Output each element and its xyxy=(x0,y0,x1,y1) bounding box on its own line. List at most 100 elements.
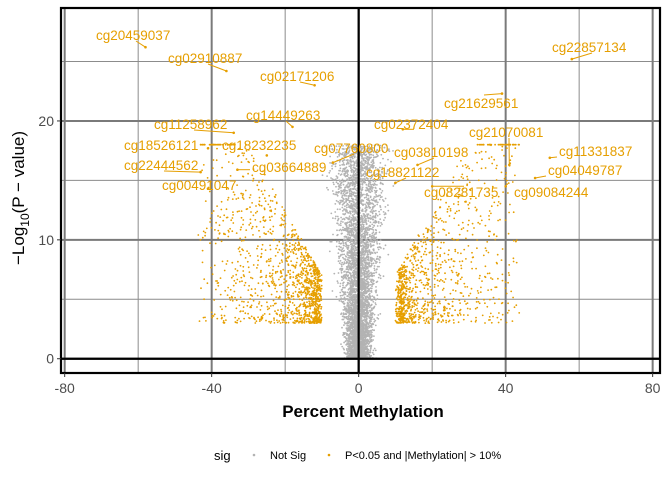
point-not-sig xyxy=(374,299,377,301)
point-not-sig xyxy=(352,179,355,181)
point-not-sig xyxy=(350,178,353,181)
point-not-sig xyxy=(355,301,358,303)
point-not-sig xyxy=(355,179,358,181)
point-not-sig xyxy=(367,331,370,334)
point-not-sig xyxy=(340,343,342,345)
point-not-sig xyxy=(345,235,348,238)
point-not-sig xyxy=(355,212,358,215)
point-not-sig xyxy=(364,336,367,339)
point-not-sig xyxy=(330,240,333,243)
point-not-sig xyxy=(364,257,367,260)
point-not-sig xyxy=(346,295,349,297)
point-not-sig xyxy=(361,219,364,222)
point-not-sig xyxy=(376,203,379,206)
point-not-sig xyxy=(364,327,367,330)
point-not-sig xyxy=(369,349,372,352)
point-not-sig xyxy=(364,157,366,159)
point-not-sig xyxy=(355,276,358,279)
point-not-sig xyxy=(373,238,375,241)
point-not-sig xyxy=(369,322,372,325)
point-not-sig xyxy=(370,271,372,274)
point-not-sig xyxy=(372,248,375,251)
point-not-sig xyxy=(347,240,349,243)
point-not-sig xyxy=(345,159,348,162)
point-not-sig xyxy=(342,313,345,316)
point-not-sig xyxy=(376,255,379,258)
point-not-sig xyxy=(343,208,345,210)
point-not-sig xyxy=(353,205,356,208)
point-not-sig xyxy=(372,229,375,231)
point-not-sig xyxy=(343,174,346,176)
point-not-sig xyxy=(329,162,331,164)
point-not-sig xyxy=(375,199,378,202)
point-not-sig xyxy=(340,229,343,232)
point-not-sig xyxy=(368,261,371,264)
point-not-sig xyxy=(334,163,336,166)
point-not-sig xyxy=(352,256,354,259)
point-not-sig xyxy=(360,304,363,306)
point-not-sig xyxy=(344,291,347,294)
point-not-sig xyxy=(371,240,374,242)
point-not-sig xyxy=(369,196,372,199)
point-not-sig xyxy=(335,185,337,188)
point-not-sig xyxy=(371,258,374,260)
point-not-sig xyxy=(360,162,363,165)
point-not-sig xyxy=(341,315,344,318)
point-not-sig xyxy=(339,246,342,249)
point-not-sig xyxy=(336,222,339,225)
point-not-sig xyxy=(371,312,373,315)
point-not-sig xyxy=(351,335,353,338)
point-not-sig xyxy=(369,339,372,342)
point-not-sig xyxy=(362,264,365,266)
point-not-sig xyxy=(340,173,343,176)
point-not-sig xyxy=(342,334,344,336)
point-not-sig xyxy=(350,295,353,298)
point-not-sig xyxy=(338,299,341,302)
point-not-sig xyxy=(379,239,382,242)
point-not-sig xyxy=(365,196,368,199)
point-not-sig xyxy=(334,193,336,196)
point-not-sig xyxy=(380,191,383,194)
point-not-sig xyxy=(342,298,344,300)
point-not-sig xyxy=(341,288,343,291)
point-not-sig xyxy=(373,305,376,308)
point-not-sig xyxy=(379,162,382,164)
point-not-sig xyxy=(366,232,369,235)
point-not-sig xyxy=(360,227,363,229)
point-not-sig xyxy=(345,238,347,241)
point-not-sig xyxy=(348,185,351,187)
point-not-sig xyxy=(370,273,373,276)
point-not-sig xyxy=(350,195,353,198)
point-not-sig xyxy=(355,234,358,237)
point-not-sig xyxy=(346,305,348,307)
point-not-sig xyxy=(342,263,345,266)
point-not-sig xyxy=(369,314,372,316)
point-not-sig xyxy=(369,188,372,191)
point-not-sig xyxy=(363,180,365,182)
point-not-sig xyxy=(352,304,354,307)
point-not-sig xyxy=(353,240,355,243)
point-not-sig xyxy=(339,224,342,227)
point-not-sig xyxy=(366,310,369,312)
point-not-sig xyxy=(339,164,341,167)
point-not-sig xyxy=(369,329,372,332)
point-not-sig xyxy=(375,271,378,274)
point-not-sig xyxy=(375,179,377,181)
point-not-sig xyxy=(365,193,368,196)
point-not-sig xyxy=(347,179,349,182)
point-not-sig xyxy=(373,240,376,243)
point-not-sig xyxy=(343,191,346,193)
point-not-sig xyxy=(344,270,346,273)
point-not-sig xyxy=(343,321,346,324)
point-not-sig xyxy=(377,222,380,224)
point-not-sig xyxy=(345,245,347,248)
point-not-sig xyxy=(360,230,363,233)
point-not-sig xyxy=(347,186,349,189)
point-not-sig xyxy=(365,183,368,186)
point-not-sig xyxy=(350,167,352,170)
point-not-sig xyxy=(360,275,363,278)
point-not-sig xyxy=(355,168,357,171)
point-not-sig xyxy=(335,240,338,243)
point-not-sig xyxy=(343,296,346,299)
point-not-sig xyxy=(378,231,381,234)
